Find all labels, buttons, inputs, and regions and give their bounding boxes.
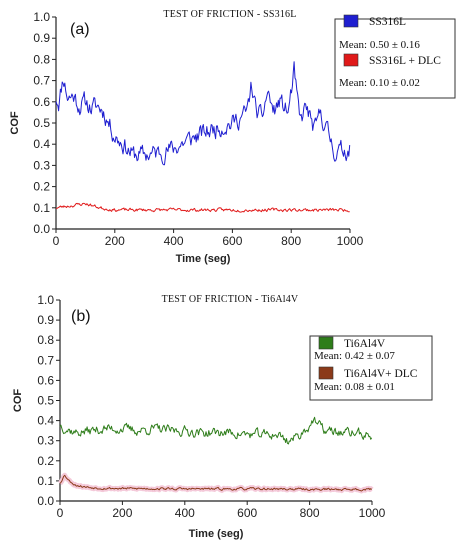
y-tick-label: 0.7 <box>33 74 50 88</box>
x-tick-label: 0 <box>57 506 64 520</box>
legend-mean-label: Mean: 0.42 ± 0.07 <box>314 350 395 362</box>
y-tick-label: 0.2 <box>33 180 50 194</box>
chart-title: TEST OF FRICTION - Ti6Al4V <box>162 294 299 305</box>
x-tick-label: 1000 <box>359 506 386 520</box>
legend-mean-label: Mean: 0.10 ± 0.02 <box>339 77 420 89</box>
legend: SS316L Mean: 0.50 ± 0.16 SS316L + DLC Mean:… <box>334 14 456 99</box>
series-line-ti6al4v <box>59 416 373 445</box>
y-tick-label: 1.0 <box>33 10 50 24</box>
y-tick-label: 0.4 <box>37 414 54 428</box>
y-tick-label: 1.0 <box>37 293 54 307</box>
y-tick-label: 0.5 <box>37 394 54 408</box>
y-tick-label: 0.3 <box>37 434 54 448</box>
x-tick-label: 800 <box>281 234 301 248</box>
x-tick-label: 0 <box>53 234 60 248</box>
y-tick-label: 0.3 <box>33 158 50 172</box>
panel-label: (b) <box>71 308 91 325</box>
series-line-ss316l <box>55 61 351 166</box>
legend-series-name: SS316L <box>369 16 406 28</box>
legend-swatch <box>318 366 334 380</box>
y-tick-label: 0.4 <box>33 137 50 151</box>
x-axis-label: Time (seg) <box>189 528 244 540</box>
chart-title: TEST OF FRICTION - SS316L <box>163 9 296 20</box>
x-tick-label: 200 <box>105 234 125 248</box>
legend-mean-label: Mean: 0.50 ± 0.16 <box>339 39 420 51</box>
y-axis-label: COF <box>12 389 24 413</box>
x-tick-label: 800 <box>300 506 320 520</box>
x-tick-label: 200 <box>112 506 132 520</box>
y-tick-label: 0.6 <box>37 373 54 387</box>
legend-swatch <box>318 336 334 350</box>
y-tick-label: 0.1 <box>37 474 54 488</box>
x-tick-label: 600 <box>222 234 242 248</box>
chart-panel-a: 0.0 0.1 0.2 0.3 0.4 0.5 0.6 0.7 0.8 0.9 1.0 0 200 400… <box>9 9 456 265</box>
chart-panel-b: 0.0 0.1 0.2 0.3 0.4 0.5 0.6 0.7 0.8 0.9 1.0 0 200 400… <box>12 293 433 540</box>
x-tick-label: 600 <box>237 506 257 520</box>
y-tick-label: 0.9 <box>37 313 54 327</box>
y-tick-label: 0.1 <box>33 201 50 215</box>
x-axis-label: Time (seg) <box>176 253 231 265</box>
x-tick-label: 400 <box>164 234 184 248</box>
legend-swatch <box>343 14 359 28</box>
y-tick-label: 0.7 <box>37 353 54 367</box>
y-tick-label: 0.2 <box>37 454 54 468</box>
legend-mean-label: Mean: 0.08 ± 0.01 <box>314 381 395 393</box>
y-tick-label: 0.8 <box>33 52 50 66</box>
y-tick-label: 0.0 <box>37 494 54 508</box>
x-tick-label: 1000 <box>337 234 364 248</box>
series-line-ss316l-dlc <box>55 202 350 213</box>
x-tick-label: 400 <box>175 506 195 520</box>
legend-series-name: SS316L + DLC <box>369 55 441 67</box>
y-tick-label: 0.6 <box>33 95 50 109</box>
legend-series-name: Ti6Al4V+ DLC <box>344 368 418 380</box>
legend-swatch <box>343 53 359 67</box>
y-tick-label: 0.9 <box>33 31 50 45</box>
y-tick-label: 0.0 <box>33 222 50 236</box>
y-axis-label: COF <box>9 111 21 135</box>
series-line-ti6al4v-dlc <box>59 474 373 492</box>
y-tick-label: 0.8 <box>37 333 54 347</box>
y-tick-label: 0.5 <box>33 116 50 130</box>
panel-label: (a) <box>70 21 90 38</box>
legend-series-name: Ti6Al4V <box>344 338 386 350</box>
